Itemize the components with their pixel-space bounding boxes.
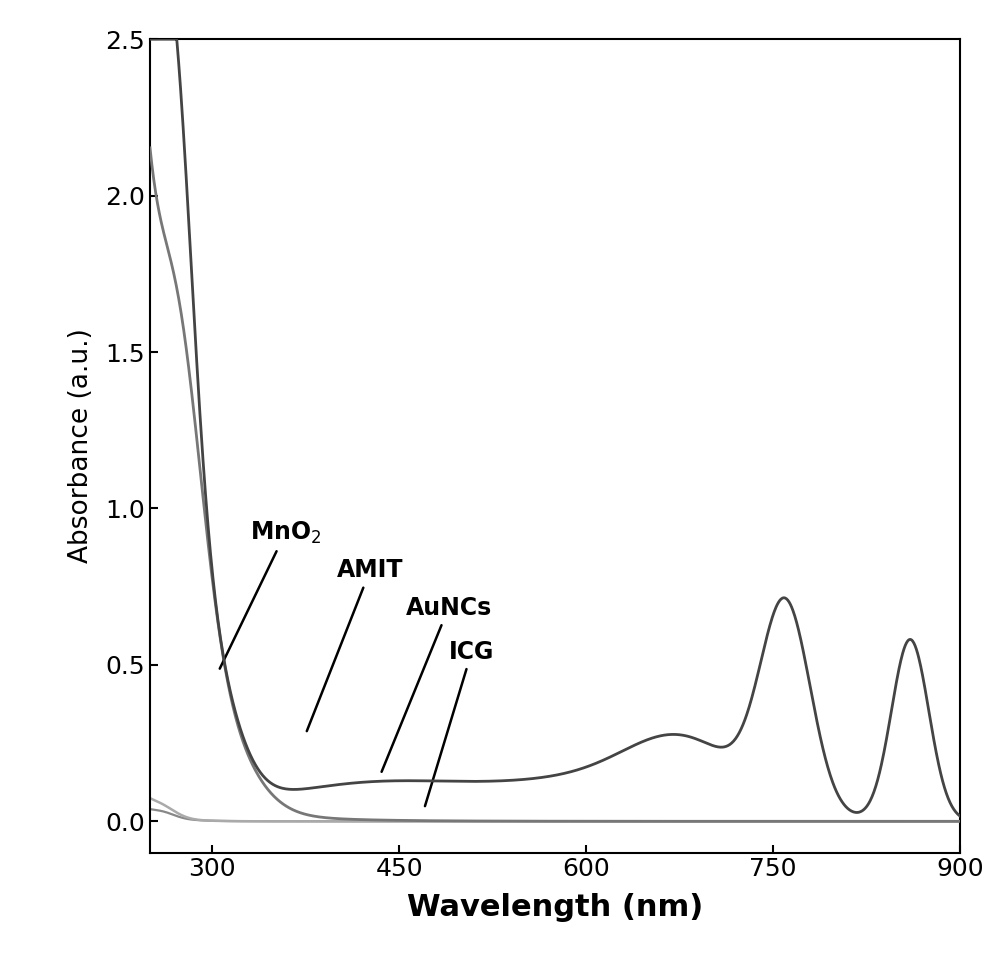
Y-axis label: Absorbance (a.u.): Absorbance (a.u.): [68, 328, 94, 564]
Text: AMIT: AMIT: [307, 559, 403, 731]
X-axis label: Wavelength (nm): Wavelength (nm): [407, 893, 703, 921]
Text: MnO$_2$: MnO$_2$: [220, 519, 321, 668]
Text: AuNCs: AuNCs: [382, 596, 492, 772]
Text: ICG: ICG: [425, 640, 494, 807]
